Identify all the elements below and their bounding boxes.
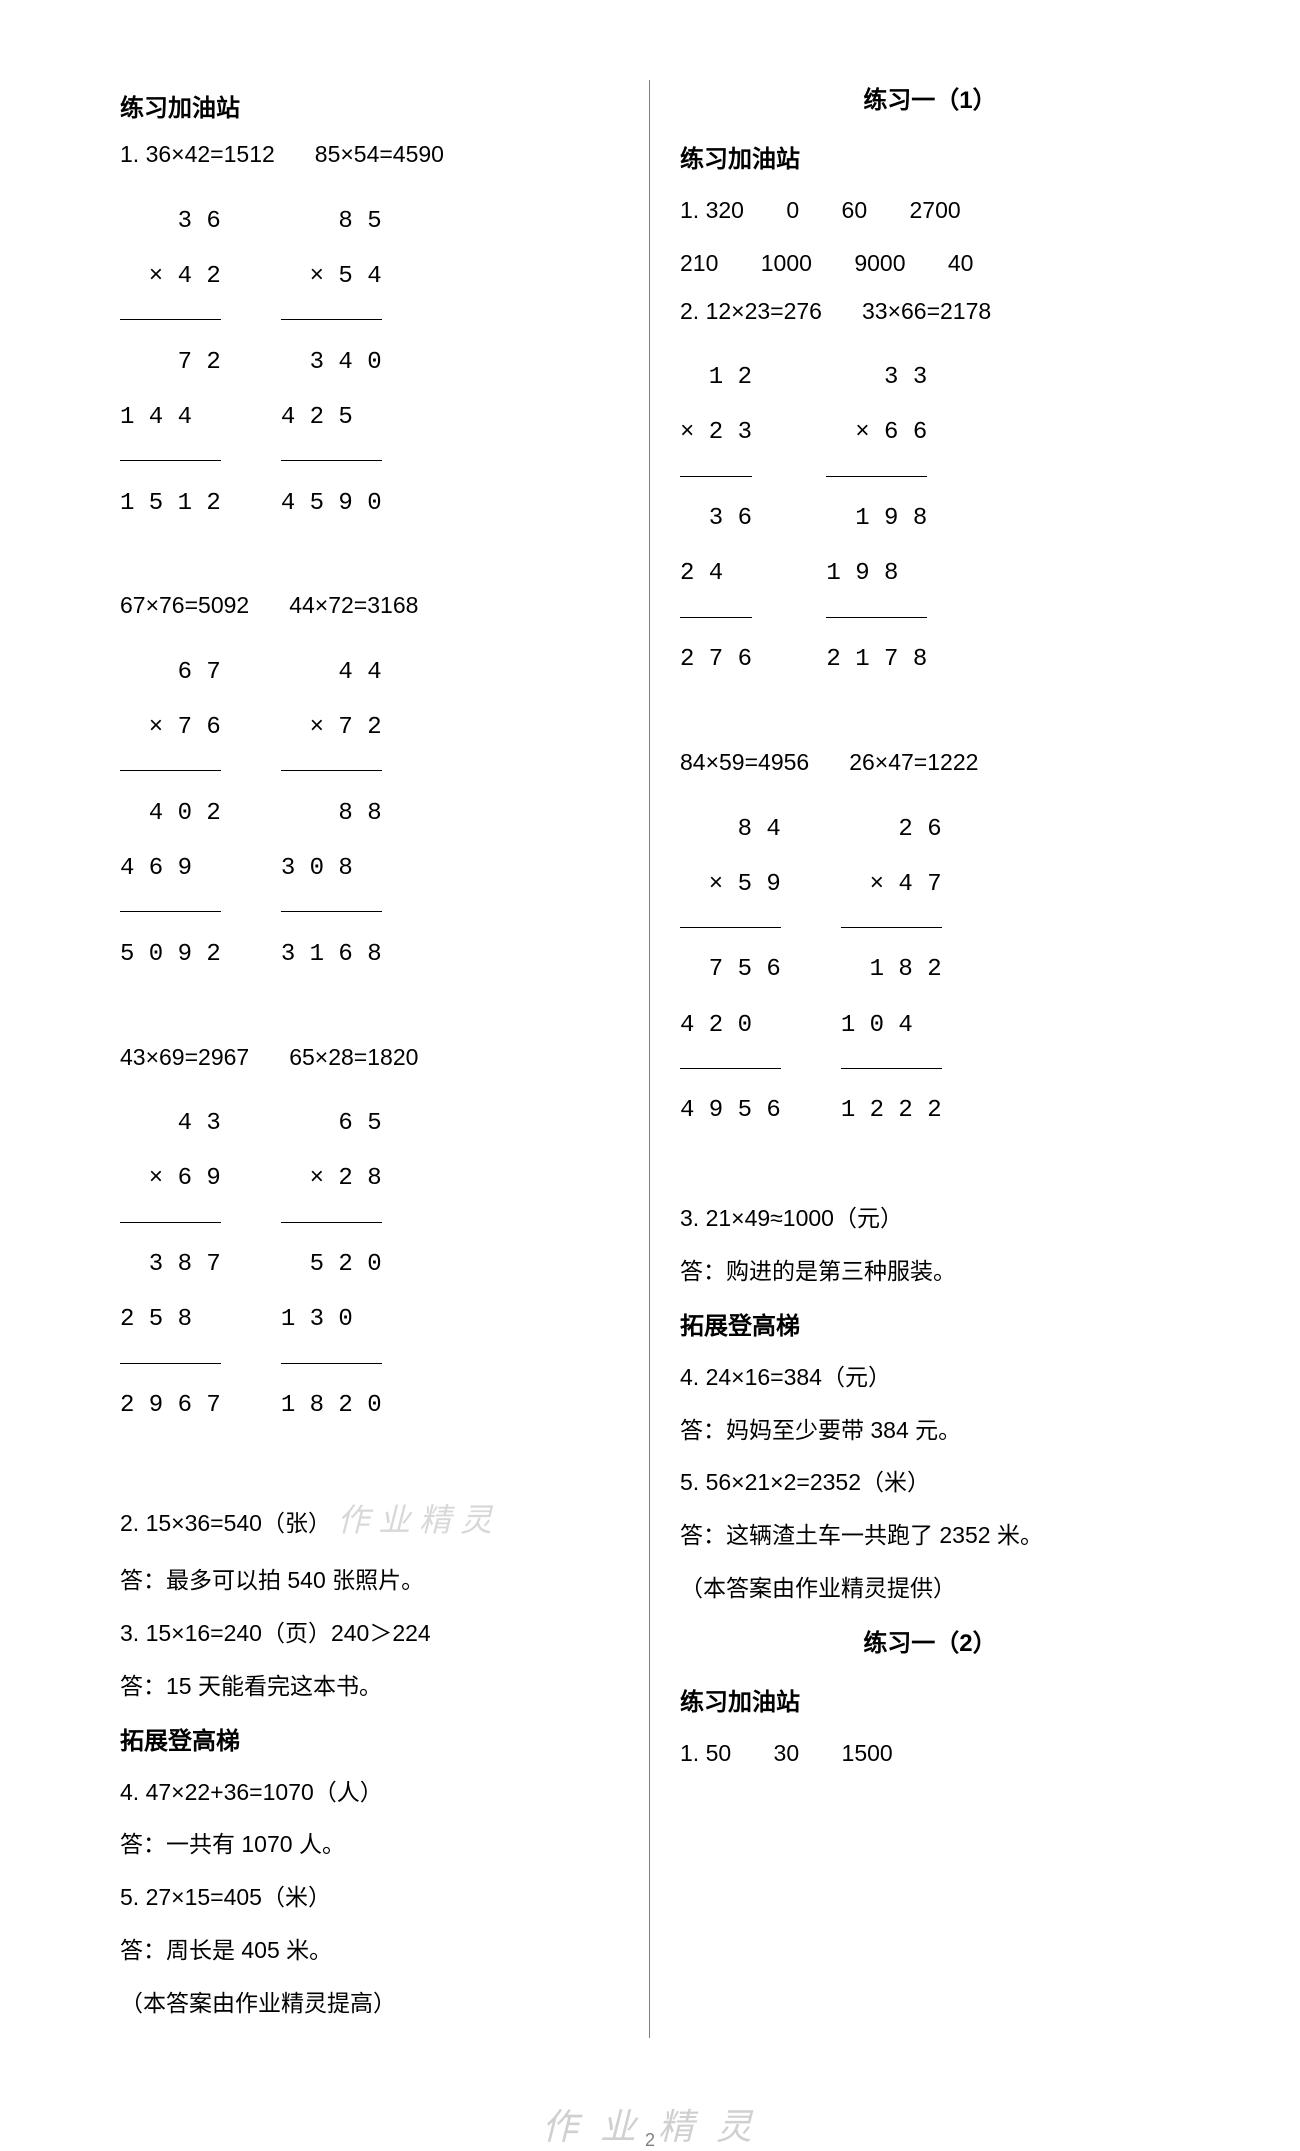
- exercise-title: 练习一（2）: [680, 1623, 1180, 1658]
- section-title: 拓展登高梯: [680, 1306, 1180, 1341]
- q-label: 1.: [120, 141, 139, 167]
- equation: 36×42=1512: [146, 141, 275, 167]
- question-line: 5. 56×21×2=2352（米）: [680, 1464, 1180, 1501]
- question-line: 3. 15×16=240（页）240＞224: [120, 1615, 619, 1652]
- equation: 65×28=1820: [289, 1044, 418, 1071]
- equation: 85×54=4590: [315, 141, 444, 168]
- long-multiplication: 3 3 × 6 6 1 9 8 1 9 8 2 1 7 8: [826, 337, 927, 729]
- answer-line: 答：周长是 405 米。: [120, 1932, 619, 1969]
- equation: 33×66=2178: [862, 298, 991, 325]
- note-line: （本答案由作业精灵提高）: [120, 1985, 619, 2022]
- equation: 67×76=5092: [120, 592, 249, 619]
- page: 练习加油站 1. 36×42=1512 85×54=4590 3 6 × 4 2…: [0, 0, 1300, 2068]
- long-multiplication: 6 7 × 7 6 4 0 2 4 6 9 5 0 9 2: [120, 631, 221, 1023]
- section-title: 练习加油站: [680, 1682, 1180, 1717]
- long-multiplication: 4 4 × 7 2 8 8 3 0 8 3 1 6 8: [281, 631, 382, 1023]
- multiplication-row: 3 6 × 4 2 7 2 1 4 4 1 5 1 2 8 5 × 5 4 3 …: [120, 180, 619, 572]
- long-multiplication: 2 6 × 4 7 1 8 2 1 0 4 1 2 2 2: [841, 788, 942, 1180]
- long-multiplication: 8 4 × 5 9 7 5 6 4 2 0 4 9 5 6: [680, 788, 781, 1180]
- equation-row: 67×76=5092 44×72=3168: [120, 592, 619, 619]
- answer-line: 答：15 天能看完这本书。: [120, 1668, 619, 1705]
- long-multiplication: 3 6 × 4 2 7 2 1 4 4 1 5 1 2: [120, 180, 221, 572]
- equation: 2. 12×23=276: [680, 298, 822, 325]
- watermark-inline: 作 业 精 灵: [337, 1502, 492, 1538]
- long-multiplication: 4 3 × 6 9 3 8 7 2 5 8 2 9 6 7: [120, 1083, 221, 1475]
- question-line: 2. 15×36=540（张） 作 业 精 灵: [120, 1495, 619, 1546]
- answer-line: 答：妈妈至少要带 384 元。: [680, 1412, 1180, 1449]
- answer-line: 答：最多可以拍 540 张照片。: [120, 1562, 619, 1599]
- multiplication-row: 8 4 × 5 9 7 5 6 4 2 0 4 9 5 6 2 6 × 4 7 …: [680, 788, 1180, 1180]
- equation: 84×59=4956: [680, 749, 809, 776]
- equation-row: 84×59=4956 26×47=1222: [680, 749, 1180, 776]
- long-multiplication: 6 5 × 2 8 5 2 0 1 3 0 1 8 2 0: [281, 1083, 382, 1475]
- equation-row: 43×69=2967 65×28=1820: [120, 1044, 619, 1071]
- question-line: 5. 27×15=405（米）: [120, 1879, 619, 1916]
- long-multiplication: 1 2 × 2 3 3 6 2 4 2 7 6: [680, 337, 766, 729]
- question-line: 4. 24×16=384（元）: [680, 1359, 1180, 1396]
- question-line: 3. 21×49≈1000（元）: [680, 1200, 1180, 1237]
- multiplication-row: 6 7 × 7 6 4 0 2 4 6 9 5 0 9 2 4 4 × 7 2 …: [120, 631, 619, 1023]
- equation: 43×69=2967: [120, 1044, 249, 1071]
- question-line: 4. 47×22+36=1070（人）: [120, 1774, 619, 1811]
- section-title: 练习加油站: [120, 88, 619, 123]
- exercise-title: 练习一（1）: [680, 80, 1180, 115]
- right-column: 练习一（1） 练习加油站 1. 320 0 60 2700 210 1000 9…: [650, 80, 1200, 2038]
- answer-line: 答：一共有 1070 人。: [120, 1826, 619, 1863]
- equation: 26×47=1222: [849, 749, 978, 776]
- long-multiplication: 8 5 × 5 4 3 4 0 4 2 5 4 5 9 0: [281, 180, 382, 572]
- multiplication-row: 4 3 × 6 9 3 8 7 2 5 8 2 9 6 7 6 5 × 2 8 …: [120, 1083, 619, 1475]
- answer-values: 1. 320 0 60 2700: [680, 192, 1180, 229]
- answer-line: 答：购进的是第三种服装。: [680, 1253, 1180, 1290]
- equation-row: 2. 12×23=276 33×66=2178: [680, 298, 1180, 325]
- multiplication-row: 1 2 × 2 3 3 6 2 4 2 7 6 3 3 × 6 6 1 9 8 …: [680, 337, 1180, 729]
- left-column: 练习加油站 1. 36×42=1512 85×54=4590 3 6 × 4 2…: [100, 80, 650, 2038]
- answer-line: 答：这辆渣土车一共跑了 2352 米。: [680, 1517, 1180, 1554]
- answer-values: 1. 50 30 1500: [680, 1735, 1180, 1772]
- answer-values: 210 1000 9000 40: [680, 245, 1180, 282]
- note-line: （本答案由作业精灵提供）: [680, 1570, 1180, 1607]
- section-title: 练习加油站: [680, 139, 1180, 174]
- equation-row: 1. 36×42=1512 85×54=4590: [120, 141, 619, 168]
- equation: 44×72=3168: [289, 592, 418, 619]
- section-title: 拓展登高梯: [120, 1721, 619, 1756]
- page-number: 2: [0, 2130, 1300, 2151]
